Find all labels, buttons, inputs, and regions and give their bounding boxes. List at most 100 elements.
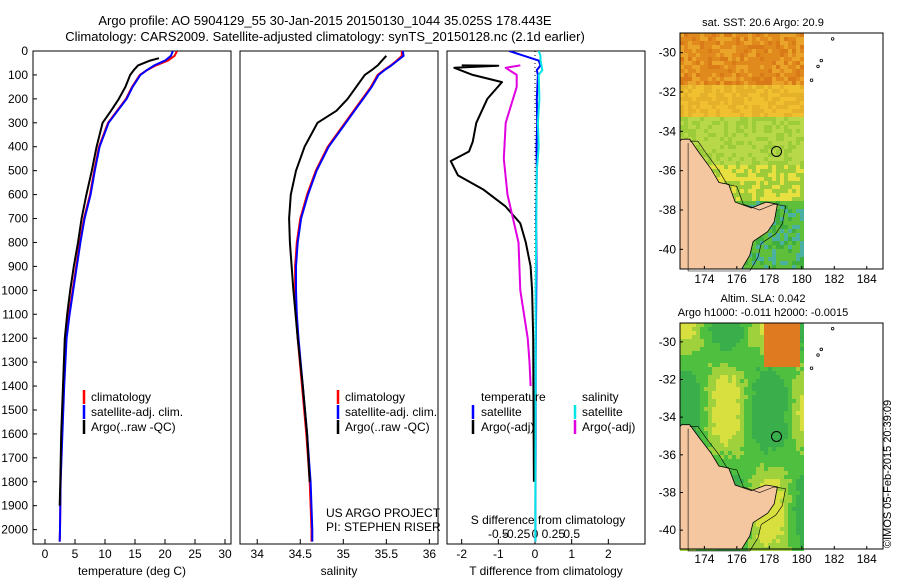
- map-cell: [788, 109, 792, 113]
- legend-label-t-argo: Argo(-adj): [481, 420, 534, 434]
- map-cell: [788, 395, 792, 399]
- map-cell: [736, 431, 740, 435]
- map-cell: [704, 323, 708, 327]
- map-cell: [684, 81, 688, 85]
- map-cell: [728, 45, 732, 49]
- map-cell: [720, 443, 724, 447]
- map-cell: [768, 407, 772, 411]
- map-cell: [720, 359, 724, 363]
- map-cell: [688, 49, 692, 53]
- map-cell: [792, 257, 796, 261]
- map-cell: [792, 379, 796, 383]
- map-cell: [772, 323, 776, 327]
- map-cell: [700, 387, 704, 391]
- map-cell: [780, 503, 784, 507]
- map-cell: [728, 423, 732, 427]
- map-cell: [688, 375, 692, 379]
- map-cell: [784, 359, 788, 363]
- map-cell: [768, 543, 772, 547]
- map-cell: [732, 399, 736, 403]
- map-cell: [696, 85, 700, 89]
- map-cell: [780, 327, 784, 331]
- map-cell: [736, 37, 740, 41]
- map-cell: [792, 495, 796, 499]
- map-cell: [704, 153, 708, 157]
- map-cell: [792, 423, 796, 427]
- map-cell: [708, 89, 712, 93]
- map-cell: [680, 339, 684, 343]
- map-cell: [760, 459, 764, 463]
- map-cell: [800, 237, 804, 241]
- map-cell: [796, 363, 800, 367]
- map-cell: [776, 331, 780, 335]
- map-cell: [792, 323, 796, 327]
- map-cell: [752, 265, 756, 269]
- map-cell: [776, 237, 780, 241]
- map-cell: [764, 61, 768, 65]
- map-cell: [724, 383, 728, 387]
- map-cell: [740, 407, 744, 411]
- map-cell: [716, 447, 720, 451]
- map-cell: [788, 129, 792, 133]
- map-cell: [716, 93, 720, 97]
- map-cell: [768, 85, 772, 89]
- map-cell: [704, 45, 708, 49]
- map-cell: [776, 515, 780, 519]
- map-cell: [788, 443, 792, 447]
- map-cell: [712, 37, 716, 41]
- map-cell: [692, 133, 696, 137]
- map-cell: [752, 169, 756, 173]
- map-cell: [780, 515, 784, 519]
- map-cell: [792, 443, 796, 447]
- map-cell: [776, 53, 780, 57]
- map-cell: [680, 81, 684, 85]
- map-cell: [764, 45, 768, 49]
- map-cell: [780, 213, 784, 217]
- map-cell: [680, 61, 684, 65]
- map-cell: [756, 371, 760, 375]
- map-cell: [712, 121, 716, 125]
- map-cell: [724, 157, 728, 161]
- map-cell: [692, 343, 696, 347]
- map-y-tick-label: -40: [659, 242, 677, 256]
- map-cell: [712, 73, 716, 77]
- map-cell: [720, 339, 724, 343]
- map-cell: [740, 475, 744, 479]
- map-cell: [740, 339, 744, 343]
- map-cell: [736, 53, 740, 57]
- map-cell: [724, 355, 728, 359]
- map-cell: [716, 53, 720, 57]
- map-cell: [736, 359, 740, 363]
- map-cell: [748, 201, 752, 205]
- map-cell: [792, 391, 796, 395]
- map-cell: [692, 49, 696, 53]
- map-cell: [756, 133, 760, 137]
- map-cell: [780, 443, 784, 447]
- map-cell: [736, 169, 740, 173]
- map-y-tick-label: -34: [659, 124, 677, 138]
- map-cell: [768, 371, 772, 375]
- map-cell: [756, 383, 760, 387]
- map-cell: [696, 97, 700, 101]
- map-cell: [684, 323, 688, 327]
- map-cell: [780, 193, 784, 197]
- map-cell: [772, 93, 776, 97]
- map-cell: [800, 431, 804, 435]
- map-cell: [704, 89, 708, 93]
- map-cell: [724, 451, 728, 455]
- map-cell: [724, 97, 728, 101]
- map-cell: [768, 157, 772, 161]
- map-cell: [796, 37, 800, 41]
- map-cell: [784, 535, 788, 539]
- map-cell: [796, 61, 800, 65]
- map-cell: [696, 347, 700, 351]
- map-cell: [780, 161, 784, 165]
- map-cell: [780, 439, 784, 443]
- map-cell: [768, 475, 772, 479]
- map-cell: [748, 339, 752, 343]
- map-cell: [788, 233, 792, 237]
- map-cell: [788, 415, 792, 419]
- map-cell: [712, 77, 716, 81]
- map-cell: [780, 531, 784, 535]
- map-cell: [752, 419, 756, 423]
